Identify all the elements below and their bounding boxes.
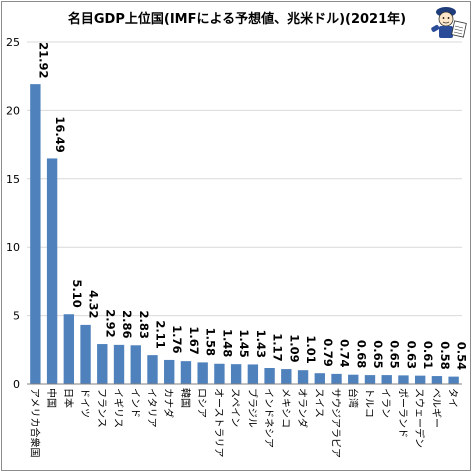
category-label: トルコ xyxy=(363,388,374,418)
category-label: 日本 xyxy=(62,388,75,408)
category-label: スウェーデン xyxy=(413,388,426,448)
category-labels: アメリカ合衆国 中国 日本 ドイツ フランス イギリス インド イタリア カナダ 韓国 ロシア オース… xyxy=(28,388,458,458)
bar xyxy=(80,324,91,384)
category-label: スペイン xyxy=(229,388,240,427)
category-label: イタリア xyxy=(145,388,157,428)
value-label: 1.48 xyxy=(220,329,234,357)
bar xyxy=(97,344,108,384)
value-label: 1.17 xyxy=(271,333,285,361)
value-label: 1.45 xyxy=(237,329,251,357)
value-label: 1.67 xyxy=(187,326,201,354)
y-axis-ticks: 0 5 10 15 20 25 xyxy=(6,36,20,391)
y-tick-label: 5 xyxy=(13,310,20,323)
bar xyxy=(247,364,259,384)
bar xyxy=(448,376,459,384)
value-label: 2.86 xyxy=(120,310,134,338)
value-label: 1.01 xyxy=(304,335,318,363)
category-label: インドネシア xyxy=(263,388,275,448)
bar xyxy=(414,375,426,384)
value-label: 0.61 xyxy=(421,341,435,369)
value-label: 0.65 xyxy=(371,340,385,368)
bar xyxy=(398,375,409,384)
gridlines xyxy=(27,41,462,317)
bars xyxy=(30,84,459,384)
bar xyxy=(431,376,443,384)
value-label: 0.79 xyxy=(321,338,335,366)
bar xyxy=(297,370,309,384)
value-label: 0.68 xyxy=(354,340,368,368)
category-label: 台湾 xyxy=(346,388,359,408)
bar xyxy=(164,359,175,384)
value-label: 1.76 xyxy=(170,325,184,353)
bar xyxy=(348,374,359,384)
value-label: 1.09 xyxy=(287,334,301,362)
y-tick-label: 20 xyxy=(6,104,20,117)
category-label: カナダ xyxy=(162,388,175,418)
category-label: ブラジル xyxy=(246,388,259,428)
category-label: サウジアラビア xyxy=(330,388,342,458)
category-label: インド xyxy=(129,388,140,418)
bar xyxy=(130,345,141,384)
chart-title: 名目GDP上位国(IMFによる予想値、兆米ドル)(2021年) xyxy=(67,12,407,27)
category-label: ベルギー xyxy=(430,388,442,428)
category-label: イギリス xyxy=(112,388,124,428)
bar xyxy=(331,373,342,384)
bar xyxy=(381,375,392,384)
bar xyxy=(30,84,41,384)
value-label: 16.49 xyxy=(53,116,67,152)
value-label: 1.58 xyxy=(204,328,218,356)
category-label: 中国 xyxy=(45,388,58,408)
bar xyxy=(364,375,376,384)
bar xyxy=(113,344,125,384)
category-label: オーストラリア xyxy=(212,388,224,458)
category-label: 韓国 xyxy=(179,388,191,408)
category-label: イラン xyxy=(380,388,392,418)
value-label: 2.83 xyxy=(137,310,151,338)
value-label: 4.32 xyxy=(87,290,101,318)
y-tick-label: 25 xyxy=(6,36,20,49)
category-label: ロシア xyxy=(196,388,207,418)
bar xyxy=(46,158,58,384)
value-label: 0.74 xyxy=(338,339,352,367)
bar xyxy=(180,361,192,384)
bar xyxy=(230,364,242,384)
y-tick-label: 10 xyxy=(6,241,20,254)
value-label: 1.43 xyxy=(254,330,268,358)
category-label: フランス xyxy=(95,388,107,428)
value-label: 21.92 xyxy=(36,42,50,78)
bar xyxy=(63,314,75,384)
newspaper-boy-icon xyxy=(431,7,467,38)
y-tick-label: 0 xyxy=(13,378,20,391)
value-label: 5.10 xyxy=(70,279,84,307)
category-label: ポーランド xyxy=(396,388,408,438)
value-label: 0.65 xyxy=(388,340,402,368)
category-label: スイス xyxy=(313,388,324,418)
value-label: 0.58 xyxy=(438,341,452,369)
value-label: 0.54 xyxy=(455,342,469,370)
bar xyxy=(147,355,158,384)
value-label: 2.11 xyxy=(153,320,167,348)
bar xyxy=(281,369,292,384)
y-tick-label: 15 xyxy=(6,173,20,186)
bar xyxy=(264,367,275,384)
value-label: 0.63 xyxy=(404,341,418,369)
bar xyxy=(197,362,208,384)
value-label: 2.92 xyxy=(103,309,117,337)
category-label: ドイツ xyxy=(79,388,90,418)
bar xyxy=(214,363,225,384)
category-label: アメリカ合衆国 xyxy=(28,388,41,458)
category-label: タイ xyxy=(447,388,459,408)
bar xyxy=(314,373,325,384)
category-label: オランダ xyxy=(296,388,309,428)
category-label: メキシコ xyxy=(279,388,290,428)
